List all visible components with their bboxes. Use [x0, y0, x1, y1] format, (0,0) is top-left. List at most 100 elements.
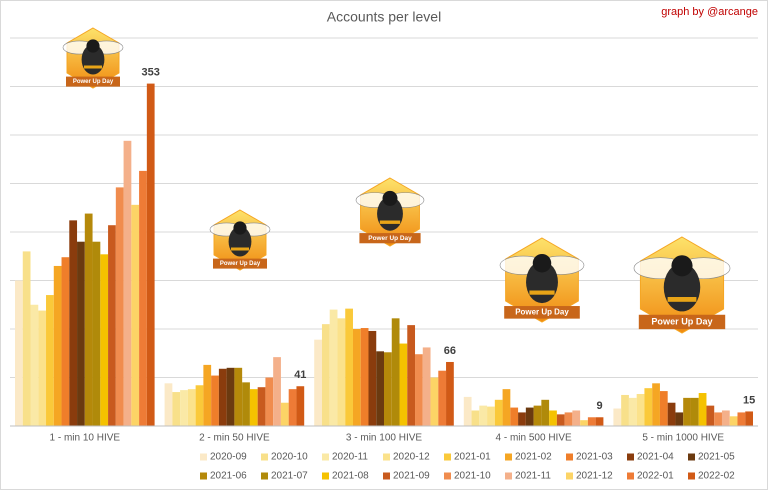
- bar: [53, 265, 62, 426]
- legend-label: 2020-11: [332, 452, 368, 463]
- chart-title: Accounts per level: [327, 9, 441, 25]
- x-tick-label: 4 - min 500 HIVE: [496, 433, 572, 444]
- bar: [30, 304, 39, 426]
- legend-swatch: [200, 472, 207, 480]
- legend-swatch: [688, 453, 695, 461]
- badge-label: Power Up Day: [515, 307, 569, 316]
- bar: [218, 368, 227, 426]
- legend-label: 2021-08: [332, 471, 369, 482]
- bar: [360, 328, 369, 426]
- data-label: 41: [294, 369, 306, 381]
- bar: [502, 389, 511, 426]
- bar: [487, 406, 495, 426]
- bar: [690, 397, 699, 426]
- legend-label: 2020-10: [271, 452, 308, 463]
- legend-swatch: [261, 453, 268, 461]
- bar: [115, 187, 124, 426]
- badge-ribbon: [359, 233, 421, 244]
- bar: [46, 295, 54, 426]
- legend-label: 2021-11: [515, 471, 551, 482]
- data-label: 353: [142, 66, 160, 78]
- bar: [108, 225, 116, 426]
- legend-swatch: [505, 472, 512, 480]
- bar: [257, 387, 266, 426]
- legend-label: 2021-07: [271, 471, 308, 482]
- legend-swatch: [627, 472, 634, 480]
- x-tick-label: 5 - min 1000 HIVE: [642, 433, 724, 444]
- bar: [564, 412, 573, 426]
- bar: [556, 414, 565, 426]
- bar: [479, 405, 488, 426]
- bar: [525, 407, 534, 426]
- bar: [644, 388, 653, 426]
- bee-head: [671, 255, 693, 277]
- bar: [471, 410, 480, 426]
- bar: [698, 393, 707, 426]
- badge-ribbon: [213, 258, 267, 269]
- legend-swatch: [322, 453, 329, 461]
- legend-swatch: [627, 453, 634, 461]
- bee-stripe: [529, 290, 555, 295]
- badge-ribbon: [504, 306, 580, 319]
- legend-swatch: [688, 472, 695, 480]
- bar: [280, 402, 289, 426]
- bar: [180, 390, 188, 426]
- bar: [595, 417, 604, 426]
- bar: [139, 170, 147, 426]
- bar: [337, 318, 346, 426]
- bar: [273, 357, 281, 426]
- bar: [384, 352, 392, 426]
- bar: [714, 412, 722, 426]
- bar: [345, 308, 353, 426]
- bar: [172, 392, 181, 426]
- bee-head: [86, 39, 100, 53]
- badge-ribbon: [66, 76, 120, 87]
- legend-label: 2020-09: [210, 452, 247, 463]
- bar: [195, 385, 204, 426]
- bar: [510, 407, 519, 426]
- bar: [123, 140, 132, 426]
- legend-label: 2021-06: [210, 471, 247, 482]
- bar: [15, 280, 23, 426]
- legend-label: 2021-04: [637, 452, 674, 463]
- bar: [321, 324, 330, 426]
- bar: [92, 241, 101, 426]
- bee-stripe: [84, 65, 102, 69]
- bar: [376, 351, 384, 426]
- legend-label: 2021-05: [698, 452, 735, 463]
- bar: [549, 410, 557, 426]
- bar: [391, 318, 400, 426]
- bar: [729, 416, 738, 426]
- bar: [234, 367, 243, 426]
- legend-label: 2021-03: [576, 452, 613, 463]
- bar: [296, 386, 305, 426]
- bar: [131, 204, 140, 426]
- bar: [288, 389, 297, 426]
- bar: [446, 361, 454, 426]
- bar: [242, 382, 250, 426]
- x-tick-label: 1 - min 10 HIVE: [50, 433, 121, 444]
- badge: Power Up Day: [633, 236, 731, 334]
- bar: [541, 399, 550, 426]
- bar: [628, 397, 637, 426]
- bar: [430, 377, 439, 426]
- data-label: 15: [743, 394, 755, 406]
- bar: [226, 367, 235, 426]
- bee-head: [532, 253, 552, 273]
- legend-swatch: [200, 453, 207, 461]
- bar: [415, 354, 423, 426]
- legend-swatch: [566, 472, 573, 480]
- bar: [721, 410, 730, 426]
- bar: [100, 254, 109, 426]
- bar: [659, 391, 668, 426]
- bar: [422, 347, 431, 426]
- bar: [683, 397, 691, 426]
- badge: Power Up Day: [62, 27, 124, 89]
- bee-stripe: [667, 297, 697, 302]
- legend-swatch: [444, 453, 451, 461]
- bar: [329, 309, 338, 426]
- legend-label: 2021-01: [454, 452, 491, 463]
- badge: Power Up Day: [499, 237, 585, 323]
- bar: [314, 339, 322, 426]
- bar: [22, 251, 31, 426]
